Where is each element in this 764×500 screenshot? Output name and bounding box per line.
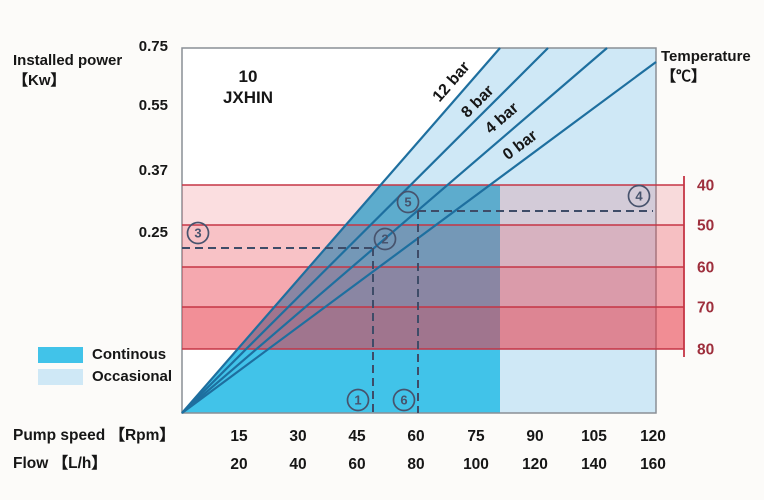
pressure-line-12-bar: [181, 47, 501, 414]
flow-tick-60: 60: [348, 456, 365, 473]
legend-label-continuous: Continous: [92, 346, 167, 363]
pressure-line-8-bar: [181, 47, 549, 414]
marker-circle-6: [392, 388, 416, 412]
power-tick-0.55: 0.55: [139, 97, 168, 114]
legend-item-occasional: Occasional: [38, 366, 172, 388]
rpm-tick-15: 15: [230, 428, 248, 445]
power-tick-0.75: 0.75: [139, 38, 168, 55]
marker-circle-1: [346, 388, 370, 412]
y-axis-title: Installed power 【Kw】: [13, 51, 122, 91]
model-size: 10: [238, 67, 258, 86]
y2-axis-title: Temperature 【℃】: [661, 47, 751, 87]
marker-number-2: 2: [381, 232, 388, 247]
rpm-tick-105: 105: [581, 428, 607, 445]
temp-band-50-60: [182, 225, 684, 267]
y2-axis-title-line2: 【℃】: [661, 68, 707, 85]
temp-band-60-70: [182, 267, 684, 307]
flow-tick-40: 40: [289, 456, 306, 473]
marker-circle-2: [373, 227, 397, 251]
flow-tick-80: 80: [407, 456, 424, 473]
temp-tick-70: 70: [697, 300, 714, 317]
temp-tick-40: 40: [697, 178, 714, 195]
marker-number-3: 3: [194, 226, 201, 241]
legend-label-occasional: Occasional: [92, 368, 173, 385]
rpm-tick-90: 90: [526, 428, 543, 445]
y-axis-title-line1: Installed power: [13, 52, 123, 69]
model-name: JXHIN: [222, 88, 274, 107]
temp-tick-60: 60: [697, 260, 714, 277]
flow-tick-120: 120: [522, 456, 548, 473]
x-axis-rpm-title: Pump speed 【Rpm】: [13, 427, 175, 444]
y2-axis-title-line1: Temperature: [661, 48, 751, 65]
marker-circle-3: [186, 221, 210, 245]
flow-tick-160: 160: [640, 456, 666, 473]
rpm-tick-30: 30: [289, 428, 306, 445]
power-tick-0.25: 0.25: [139, 224, 168, 241]
flow-tick-140: 140: [581, 456, 607, 473]
rpm-tick-120: 120: [640, 428, 666, 445]
y-axis-title-line2: 【Kw】: [13, 72, 66, 89]
temp-tick-80: 80: [697, 342, 714, 359]
model-label: 10 JXHIN: [205, 66, 291, 108]
legend-item-continuous: Continous: [38, 344, 172, 366]
pressure-line-4-bar: [181, 47, 608, 414]
continuous-region: [182, 185, 500, 413]
rpm-tick-45: 45: [348, 428, 366, 445]
temp-tick-50: 50: [697, 218, 714, 235]
occasional-swatch: [38, 369, 83, 385]
marker-number-4: 4: [635, 189, 643, 204]
temp-band-40-50: [182, 185, 684, 225]
marker-number-1: 1: [354, 393, 361, 408]
flow-tick-20: 20: [230, 456, 247, 473]
flow-tick-100: 100: [463, 456, 489, 473]
marker-circle-4: [627, 184, 651, 208]
power-tick-0.37: 0.37: [139, 162, 168, 179]
marker-number-5: 5: [404, 195, 411, 210]
continuous-swatch: [38, 347, 83, 363]
rpm-tick-75: 75: [467, 428, 485, 445]
rpm-tick-60: 60: [407, 428, 424, 445]
legend: Continous Occasional: [38, 344, 172, 388]
marker-circle-5: [396, 190, 420, 214]
marker-number-6: 6: [400, 393, 407, 408]
x-axis-flow-title: Flow 【L/h】: [13, 455, 107, 472]
